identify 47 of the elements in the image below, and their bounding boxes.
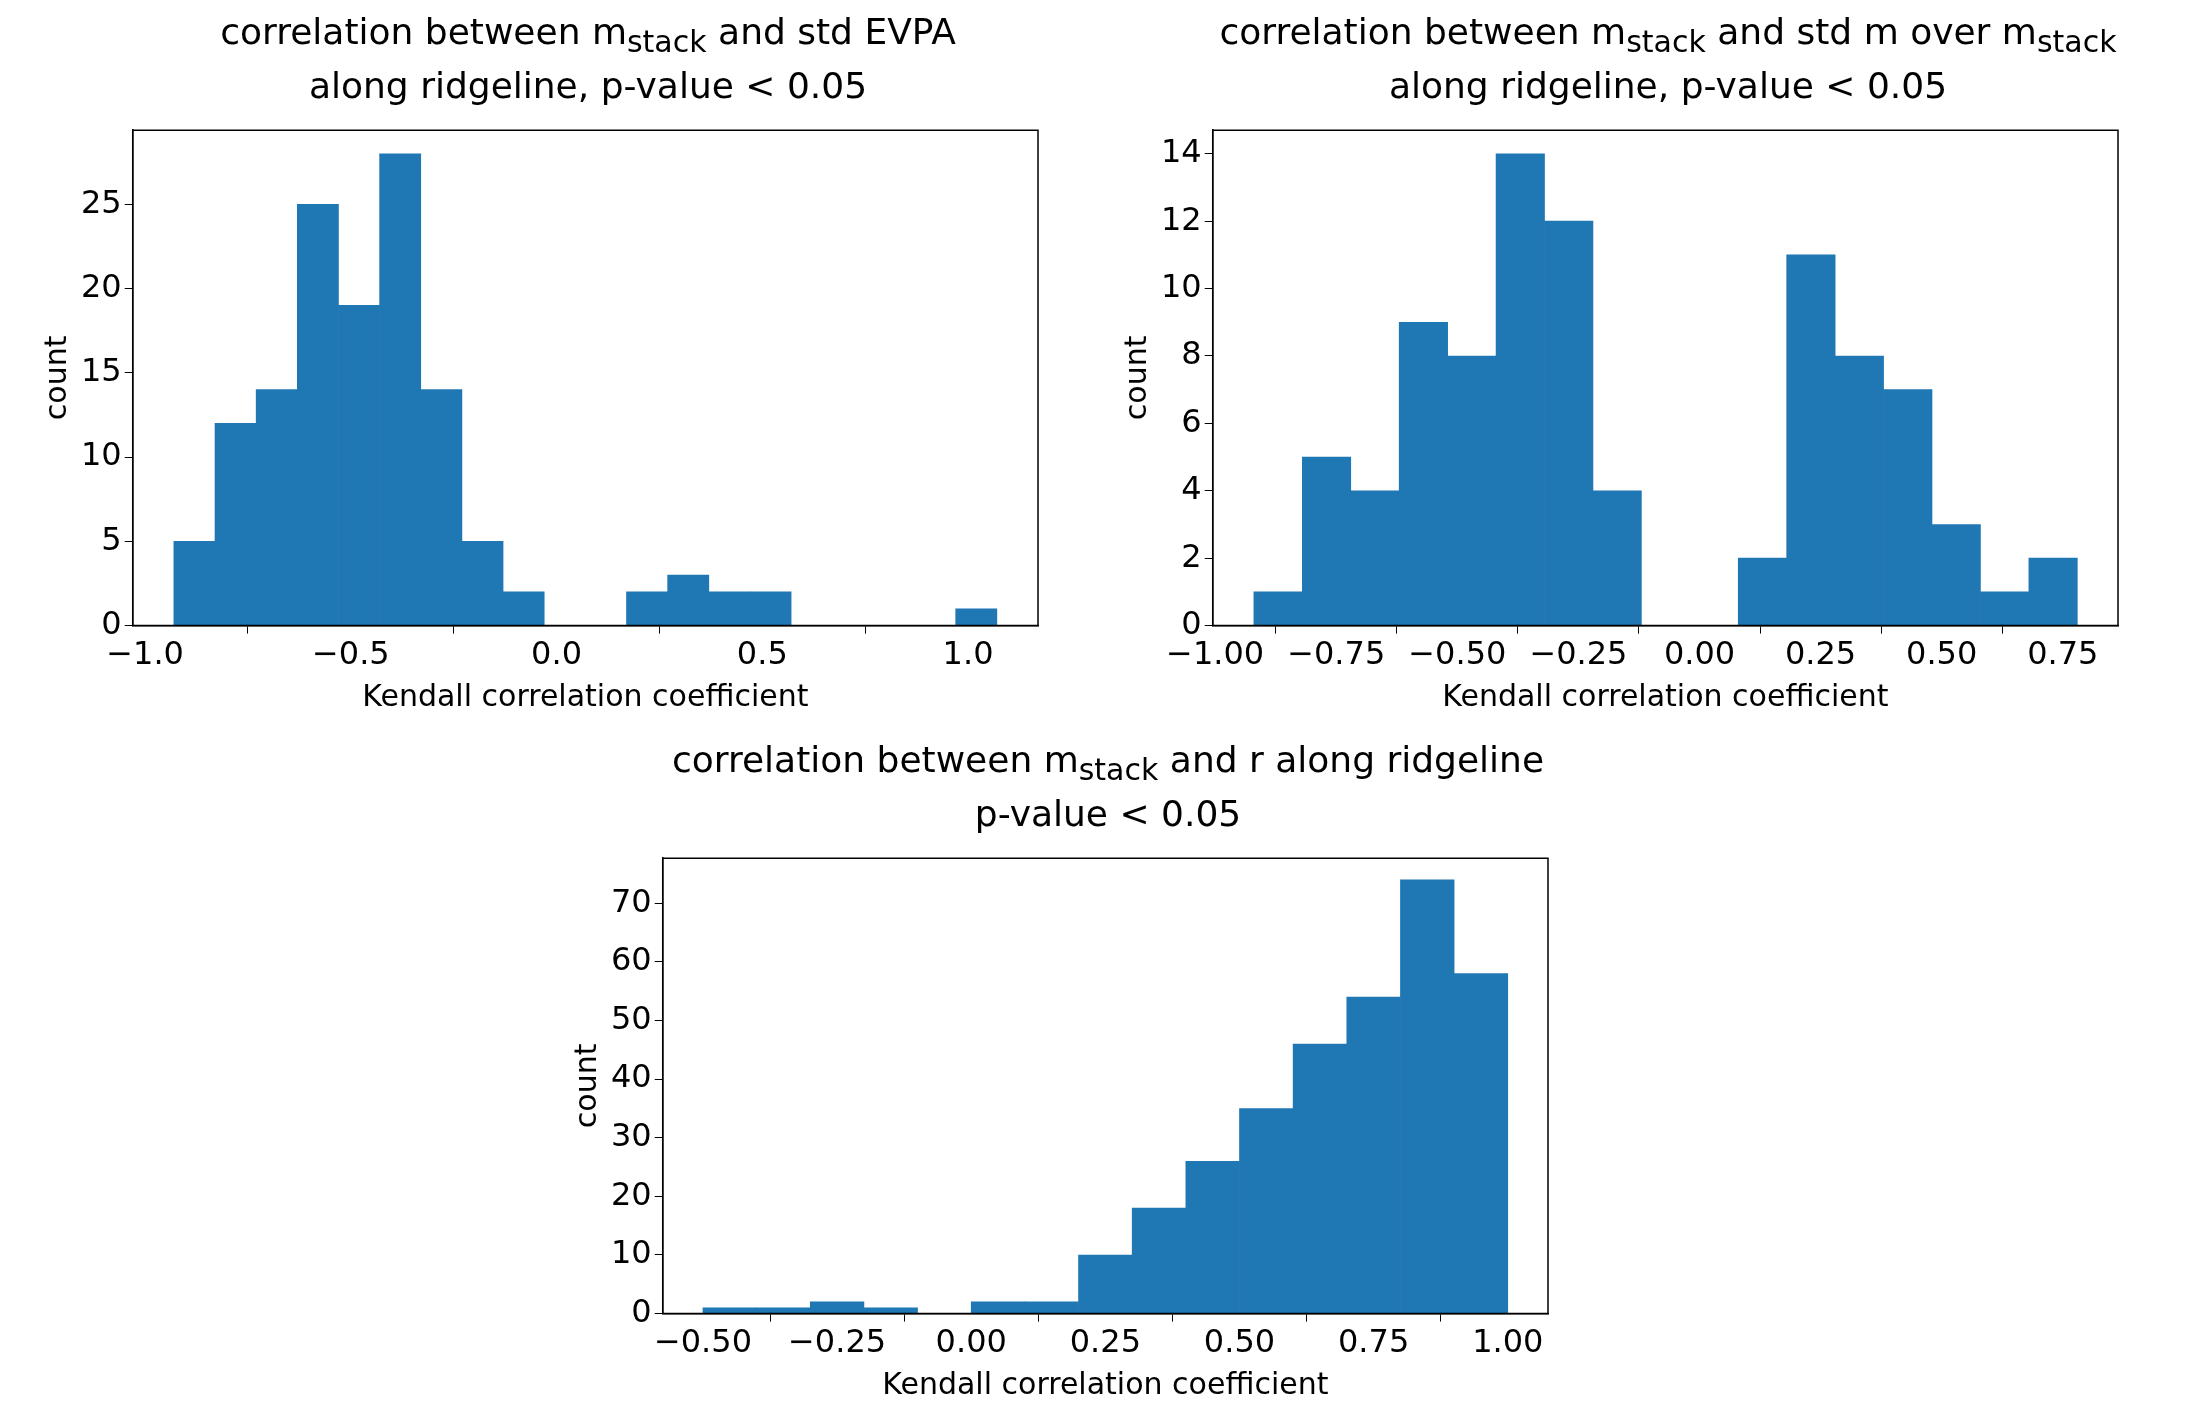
x-tick-label: 0.75	[1338, 1322, 1410, 1361]
x-tick-label: −0.5	[311, 634, 390, 673]
y-tick-label: 14	[1161, 132, 1202, 171]
y-tick-label: 40	[611, 1057, 652, 1096]
y-tick-label: 12	[1161, 199, 1202, 238]
y-tick-label: 10	[611, 1233, 652, 1272]
y-tick-label: 4	[1181, 469, 1202, 508]
y-tick-label: 2	[1181, 536, 1202, 575]
x-axis-title: Kendall correlation coefficient	[882, 1365, 1329, 1401]
x-tick-label: 0.25	[1069, 1322, 1141, 1361]
y-axis-title: count	[37, 335, 73, 421]
y-tick-label: 25	[81, 182, 122, 221]
x-tick-label: 0.75	[2027, 634, 2099, 673]
chart-title: correlation between m$_{stack}$ and std m over m$_{stack}$ along ridgeline, p-value < 0.05	[1219, 10, 2117, 106]
x-tick-label: 0.0	[531, 634, 582, 673]
x-tick-label: 0.50	[1203, 1322, 1276, 1361]
chart-title: correlation between m$_{stack}$ and r along ridgeline p-value < 0.05	[670, 737, 1546, 836]
x-tick-label: 0.5	[736, 634, 788, 673]
x-tick-label: 0.50	[1906, 634, 1978, 673]
x-tick-label: −0.75	[1287, 634, 1386, 673]
y-tick-label: 30	[611, 1116, 652, 1155]
x-tick-label: −0.50	[1408, 634, 1507, 673]
x-tick-label: −0.25	[788, 1322, 887, 1361]
y-tick-label: 0	[631, 1291, 652, 1330]
y-tick-label: 60	[611, 940, 652, 979]
y-tick-label: 5	[101, 519, 122, 558]
y-tick-label: 10	[1161, 266, 1202, 305]
y-tick-label: 50	[611, 998, 652, 1037]
x-tick-label: 0.00	[935, 1322, 1007, 1361]
x-axis-title: Kendall correlation coefficient	[362, 677, 809, 713]
y-tick-label: 6	[1181, 401, 1202, 440]
x-tick-label: 1.00	[1472, 1322, 1544, 1361]
y-tick-label: 8	[1181, 334, 1202, 373]
x-axis-title: Kendall correlation coefficient	[1442, 677, 1889, 713]
y-tick-label: 15	[81, 351, 122, 390]
y-tick-label: 10	[81, 435, 122, 474]
y-tick-label: 20	[611, 1174, 652, 1213]
y-axis-title: count	[1117, 335, 1153, 421]
y-tick-label: 20	[81, 266, 122, 305]
chart-title: correlation between m$_{stack}$ and std EVPA along ridgeline, p-value < 0.05	[219, 9, 957, 108]
x-tick-label: 0.00	[1663, 634, 1736, 673]
y-tick-label: 70	[611, 881, 652, 920]
x-tick-label: 0.25	[1784, 634, 1857, 673]
x-tick-label: −0.25	[1529, 634, 1628, 673]
x-tick-label: 1.0	[942, 634, 994, 673]
y-axis-title: count	[567, 1043, 603, 1129]
x-tick-label: −0.50	[653, 1322, 752, 1361]
